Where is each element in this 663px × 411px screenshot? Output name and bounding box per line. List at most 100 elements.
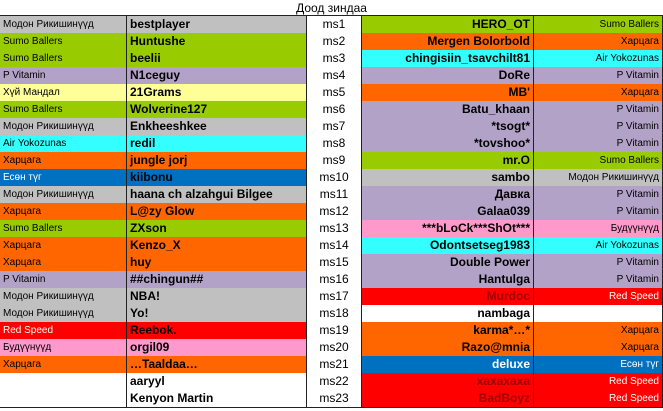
right-team-cell: Red Speed (534, 390, 663, 408)
right-player-cell: *tsogt* (362, 118, 534, 136)
left-player-cell: N1ceguy (127, 67, 307, 85)
right-team-cell: Будүүнүүд (534, 220, 663, 238)
match-id-cell: ms6 (307, 101, 362, 119)
match-id-cell: ms19 (307, 322, 362, 340)
right-team-cell: Харцага (534, 33, 663, 51)
match-id-cell: ms18 (307, 305, 362, 323)
left-team-cell: P Vitamin (0, 67, 127, 85)
left-player-cell: Kenyon Martin (127, 390, 307, 408)
sheet-title: Доод зиндаа (0, 0, 663, 16)
right-player-cell: Hantulga (362, 271, 534, 289)
match-id-cell: ms11 (307, 186, 362, 204)
right-team-cell: Red Speed (534, 373, 663, 391)
left-player-cell: redil (127, 135, 307, 153)
right-player-cell: Galaa039 (362, 203, 534, 221)
right-player-cell: Double Power (362, 254, 534, 272)
left-team-cell: Харцага (0, 356, 127, 374)
left-player-cell: haana ch alzahgui Bilgee (127, 186, 307, 204)
left-player-cell: 21Grams (127, 84, 307, 102)
left-player-cell: Wolverine127 (127, 101, 307, 119)
right-player-cell: Razo@mnia (362, 339, 534, 357)
left-team-cell: Red Speed (0, 322, 127, 340)
left-player-cell: bestplayer (127, 16, 307, 34)
right-player-cell: хахахаха (362, 373, 534, 391)
match-id-cell: ms14 (307, 237, 362, 255)
match-id-cell: ms4 (307, 67, 362, 85)
right-team-cell: Sumo Ballers (534, 152, 663, 170)
right-team-cell: Харцага (534, 84, 663, 102)
left-team-cell: Модон Рикишинүүд (0, 118, 127, 136)
left-team-cell: Модон Рикишинүүд (0, 16, 127, 34)
left-team-cell: Харцага (0, 203, 127, 221)
right-team-cell: Red Speed (534, 288, 663, 306)
match-id-cell: ms13 (307, 220, 362, 238)
match-id-cell: ms17 (307, 288, 362, 306)
left-team-cell: Sumo Ballers (0, 101, 127, 119)
right-player-cell: chingisiin_tsavchilt81 (362, 50, 534, 68)
left-player-cell: kiibonu (127, 169, 307, 187)
right-player-cell: Murdoc (362, 288, 534, 306)
match-id-cell: ms22 (307, 373, 362, 391)
match-id-cell: ms3 (307, 50, 362, 68)
left-player-cell: Huntushe (127, 33, 307, 51)
left-player-cell: aaryyl (127, 373, 307, 391)
left-team-cell: Хүй Мандал (0, 84, 127, 102)
right-player-cell: Mergen Bolorbold (362, 33, 534, 51)
right-team-cell: Модон Рикишинүүд (534, 169, 663, 187)
right-team-cell: Харцага (534, 339, 663, 357)
left-team-cell: Харцага (0, 237, 127, 255)
left-team-cell: Будүүнүүд (0, 339, 127, 357)
right-player-cell: DoRe (362, 67, 534, 85)
match-id-cell: ms5 (307, 84, 362, 102)
match-id-cell: ms12 (307, 203, 362, 221)
left-team-cell: P Vitamin (0, 271, 127, 289)
match-id-cell: ms21 (307, 356, 362, 374)
left-team-cell: Sumo Ballers (0, 33, 127, 51)
left-player-cell: Reebok. (127, 322, 307, 340)
left-team-cell (0, 373, 127, 391)
left-team-cell: Харцага (0, 254, 127, 272)
left-team-cell: Модон Рикишинүүд (0, 305, 127, 323)
left-team-cell: Есөн түг (0, 169, 127, 187)
right-team-cell: P Vitamin (534, 186, 663, 204)
right-player-cell: HERO_OT (362, 16, 534, 34)
right-team-cell: Харцага (534, 322, 663, 340)
left-player-cell: Yo! (127, 305, 307, 323)
right-team-cell: Sumo Ballers (534, 16, 663, 34)
right-team-cell: P Vitamin (534, 101, 663, 119)
left-player-cell: orgil09 (127, 339, 307, 357)
match-id-cell: ms1 (307, 16, 362, 34)
left-team-cell: Sumo Ballers (0, 50, 127, 68)
right-player-cell: karma*…* (362, 322, 534, 340)
right-team-cell: Air Yokozunas (534, 237, 663, 255)
left-player-cell: …Taaldaa… (127, 356, 307, 374)
left-team-cell (0, 390, 127, 408)
left-player-cell: Kenzo_X (127, 237, 307, 255)
right-player-cell: Batu_khaan (362, 101, 534, 119)
right-team-cell: P Vitamin (534, 254, 663, 272)
match-id-cell: ms15 (307, 254, 362, 272)
left-player-cell: Enkheeshkee (127, 118, 307, 136)
right-team-cell: P Vitamin (534, 118, 663, 136)
left-player-cell: NBA! (127, 288, 307, 306)
right-team-cell: P Vitamin (534, 67, 663, 85)
left-player-cell: beelii (127, 50, 307, 68)
right-player-cell: nambaga (362, 305, 534, 323)
right-team-cell: Есөн түг (534, 356, 663, 374)
left-player-cell: ##chingun## (127, 271, 307, 289)
match-id-cell: ms16 (307, 271, 362, 289)
match-id-cell: ms10 (307, 169, 362, 187)
match-id-cell: ms2 (307, 33, 362, 51)
right-player-cell: ***bLoCk***ShOt*** (362, 220, 534, 238)
match-id-cell: ms9 (307, 152, 362, 170)
right-team-cell: P Vitamin (534, 271, 663, 289)
right-team-cell: P Vitamin (534, 135, 663, 153)
right-player-cell: *tovshoo* (362, 135, 534, 153)
right-player-cell: BadBoyz (362, 390, 534, 408)
right-team-cell (534, 305, 663, 323)
right-player-cell: mr.O (362, 152, 534, 170)
right-player-cell: sambo (362, 169, 534, 187)
right-team-cell: Air Yokozunas (534, 50, 663, 68)
match-id-cell: ms20 (307, 339, 362, 357)
